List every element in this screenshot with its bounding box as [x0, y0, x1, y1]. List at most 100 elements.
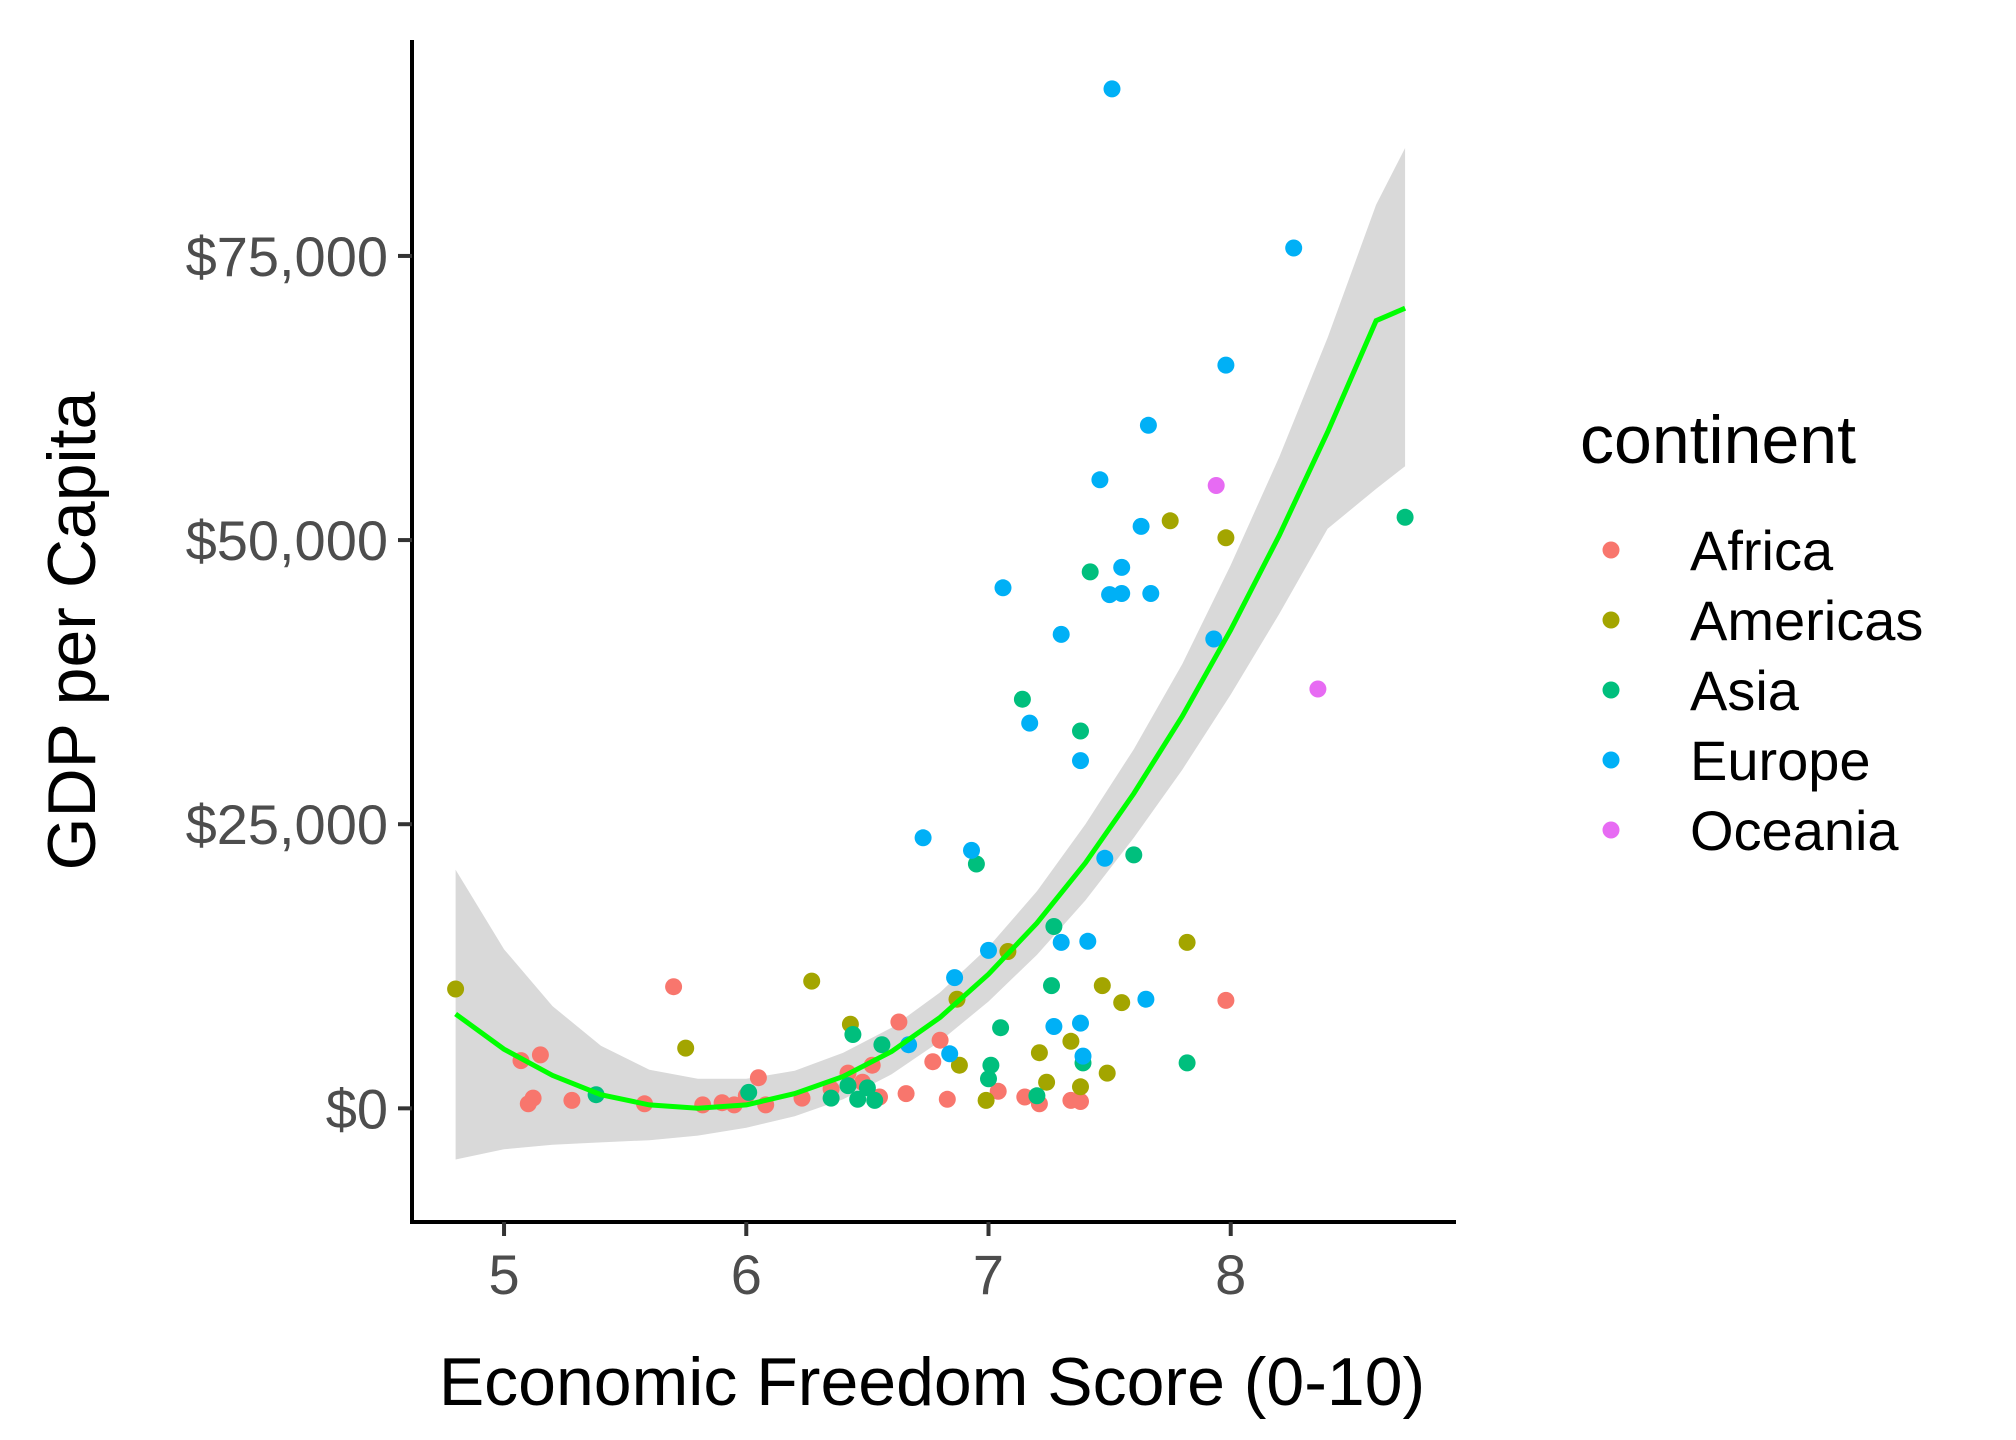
legend-label: Asia — [1690, 659, 1800, 722]
data-point — [977, 1091, 995, 1109]
y-tick-label: $0 — [326, 1077, 388, 1140]
data-point — [1217, 991, 1235, 1009]
data-point — [1132, 517, 1150, 535]
x-axis-title: Economic Freedom Score (0-10) — [439, 1344, 1425, 1420]
x-tick-label: 6 — [731, 1243, 762, 1306]
data-point — [1142, 585, 1160, 602]
data-point — [1091, 471, 1109, 489]
y-axis-ticks: $0 $25,000 $50,000 $75,000 — [186, 225, 412, 1140]
data-point — [1096, 849, 1114, 867]
data-point — [844, 1026, 862, 1043]
legend-items: Africa Americas Asia Europe Oceania — [1602, 519, 1923, 862]
data-point — [1045, 1018, 1063, 1035]
data-point — [1139, 416, 1157, 434]
legend: continent Africa Americas Asia Europe Oceani… — [1580, 402, 1923, 862]
data-point — [1072, 1093, 1089, 1110]
data-point — [1113, 585, 1131, 602]
legend-title: continent — [1580, 402, 1856, 478]
data-point — [924, 1053, 942, 1071]
data-point — [749, 1069, 767, 1087]
data-point — [694, 1096, 712, 1114]
data-point — [1052, 625, 1070, 643]
data-point — [563, 1091, 581, 1109]
legend-item-americas: Americas — [1602, 589, 1923, 652]
data-point — [677, 1039, 695, 1057]
legend-key — [1602, 751, 1620, 769]
data-point — [1161, 512, 1179, 530]
data-point — [994, 579, 1012, 597]
data-point — [1113, 558, 1131, 576]
data-point — [1074, 1047, 1092, 1065]
data-point — [1103, 80, 1121, 98]
data-point — [1043, 977, 1060, 995]
data-point — [858, 1079, 876, 1097]
data-point — [980, 1070, 997, 1088]
data-point — [740, 1083, 758, 1101]
data-point — [963, 841, 980, 859]
data-point — [1021, 714, 1039, 732]
data-point — [890, 1013, 908, 1031]
legend-item-asia: Asia — [1602, 659, 1800, 722]
y-tick-label: $75,000 — [186, 225, 388, 288]
series-europe — [900, 80, 1303, 1065]
data-point — [524, 1089, 542, 1107]
data-point — [967, 855, 985, 873]
data-point — [1137, 990, 1155, 1008]
data-point — [1207, 477, 1225, 494]
x-tick-label: 7 — [973, 1243, 1004, 1306]
data-point — [1125, 846, 1143, 864]
data-point — [989, 1082, 1007, 1100]
x-axis-ticks: 5 6 7 8 — [488, 1222, 1246, 1306]
data-point — [941, 1045, 959, 1063]
data-points — [447, 80, 1414, 1114]
data-point — [1045, 918, 1063, 935]
legend-label: Oceania — [1690, 799, 1899, 862]
trend-line-layer — [454, 305, 1407, 1111]
data-point — [1113, 994, 1131, 1012]
data-point — [1072, 1014, 1089, 1032]
data-point — [665, 978, 683, 996]
data-point — [980, 941, 997, 959]
confidence-band-layer — [455, 148, 1406, 1160]
y-tick-label: $50,000 — [186, 509, 388, 572]
legend-label: Europe — [1690, 729, 1871, 792]
data-point — [1081, 563, 1099, 581]
data-point — [938, 1090, 956, 1108]
data-point — [1396, 508, 1414, 526]
data-point — [1205, 630, 1223, 648]
y-axis-title: GDP per Capita — [34, 391, 110, 870]
y-axis: $0 $25,000 $50,000 $75,000 — [186, 40, 414, 1222]
data-point — [1285, 239, 1303, 257]
legend-key — [1602, 681, 1620, 699]
series-americas — [447, 512, 1235, 1109]
data-point — [1217, 356, 1235, 374]
series-oceania — [1207, 477, 1327, 698]
data-point — [1178, 1054, 1196, 1072]
x-tick-label: 5 — [488, 1243, 519, 1306]
confidence-band — [455, 148, 1406, 1160]
data-point — [992, 1019, 1010, 1037]
legend-item-africa: Africa — [1602, 519, 1834, 582]
legend-item-europe: Europe — [1602, 729, 1871, 792]
legend-item-oceania: Oceania — [1602, 799, 1899, 862]
data-point — [1079, 932, 1097, 950]
data-point — [946, 969, 964, 987]
data-point — [1038, 1073, 1056, 1091]
data-point — [849, 1090, 867, 1108]
legend-key — [1602, 541, 1620, 559]
data-point — [1178, 933, 1196, 951]
legend-label: Africa — [1690, 519, 1834, 582]
data-point — [914, 829, 932, 847]
data-point — [931, 1031, 949, 1049]
x-axis: 5 6 7 8 — [410, 1220, 1456, 1306]
data-point — [822, 1089, 840, 1107]
data-point — [1013, 690, 1031, 708]
trend-line — [454, 305, 1407, 1111]
data-point — [1072, 1078, 1089, 1096]
x-tick-label: 8 — [1215, 1243, 1246, 1306]
data-point — [447, 980, 465, 998]
data-point — [1072, 752, 1089, 770]
data-point — [1098, 1064, 1116, 1082]
data-point — [1052, 933, 1070, 951]
